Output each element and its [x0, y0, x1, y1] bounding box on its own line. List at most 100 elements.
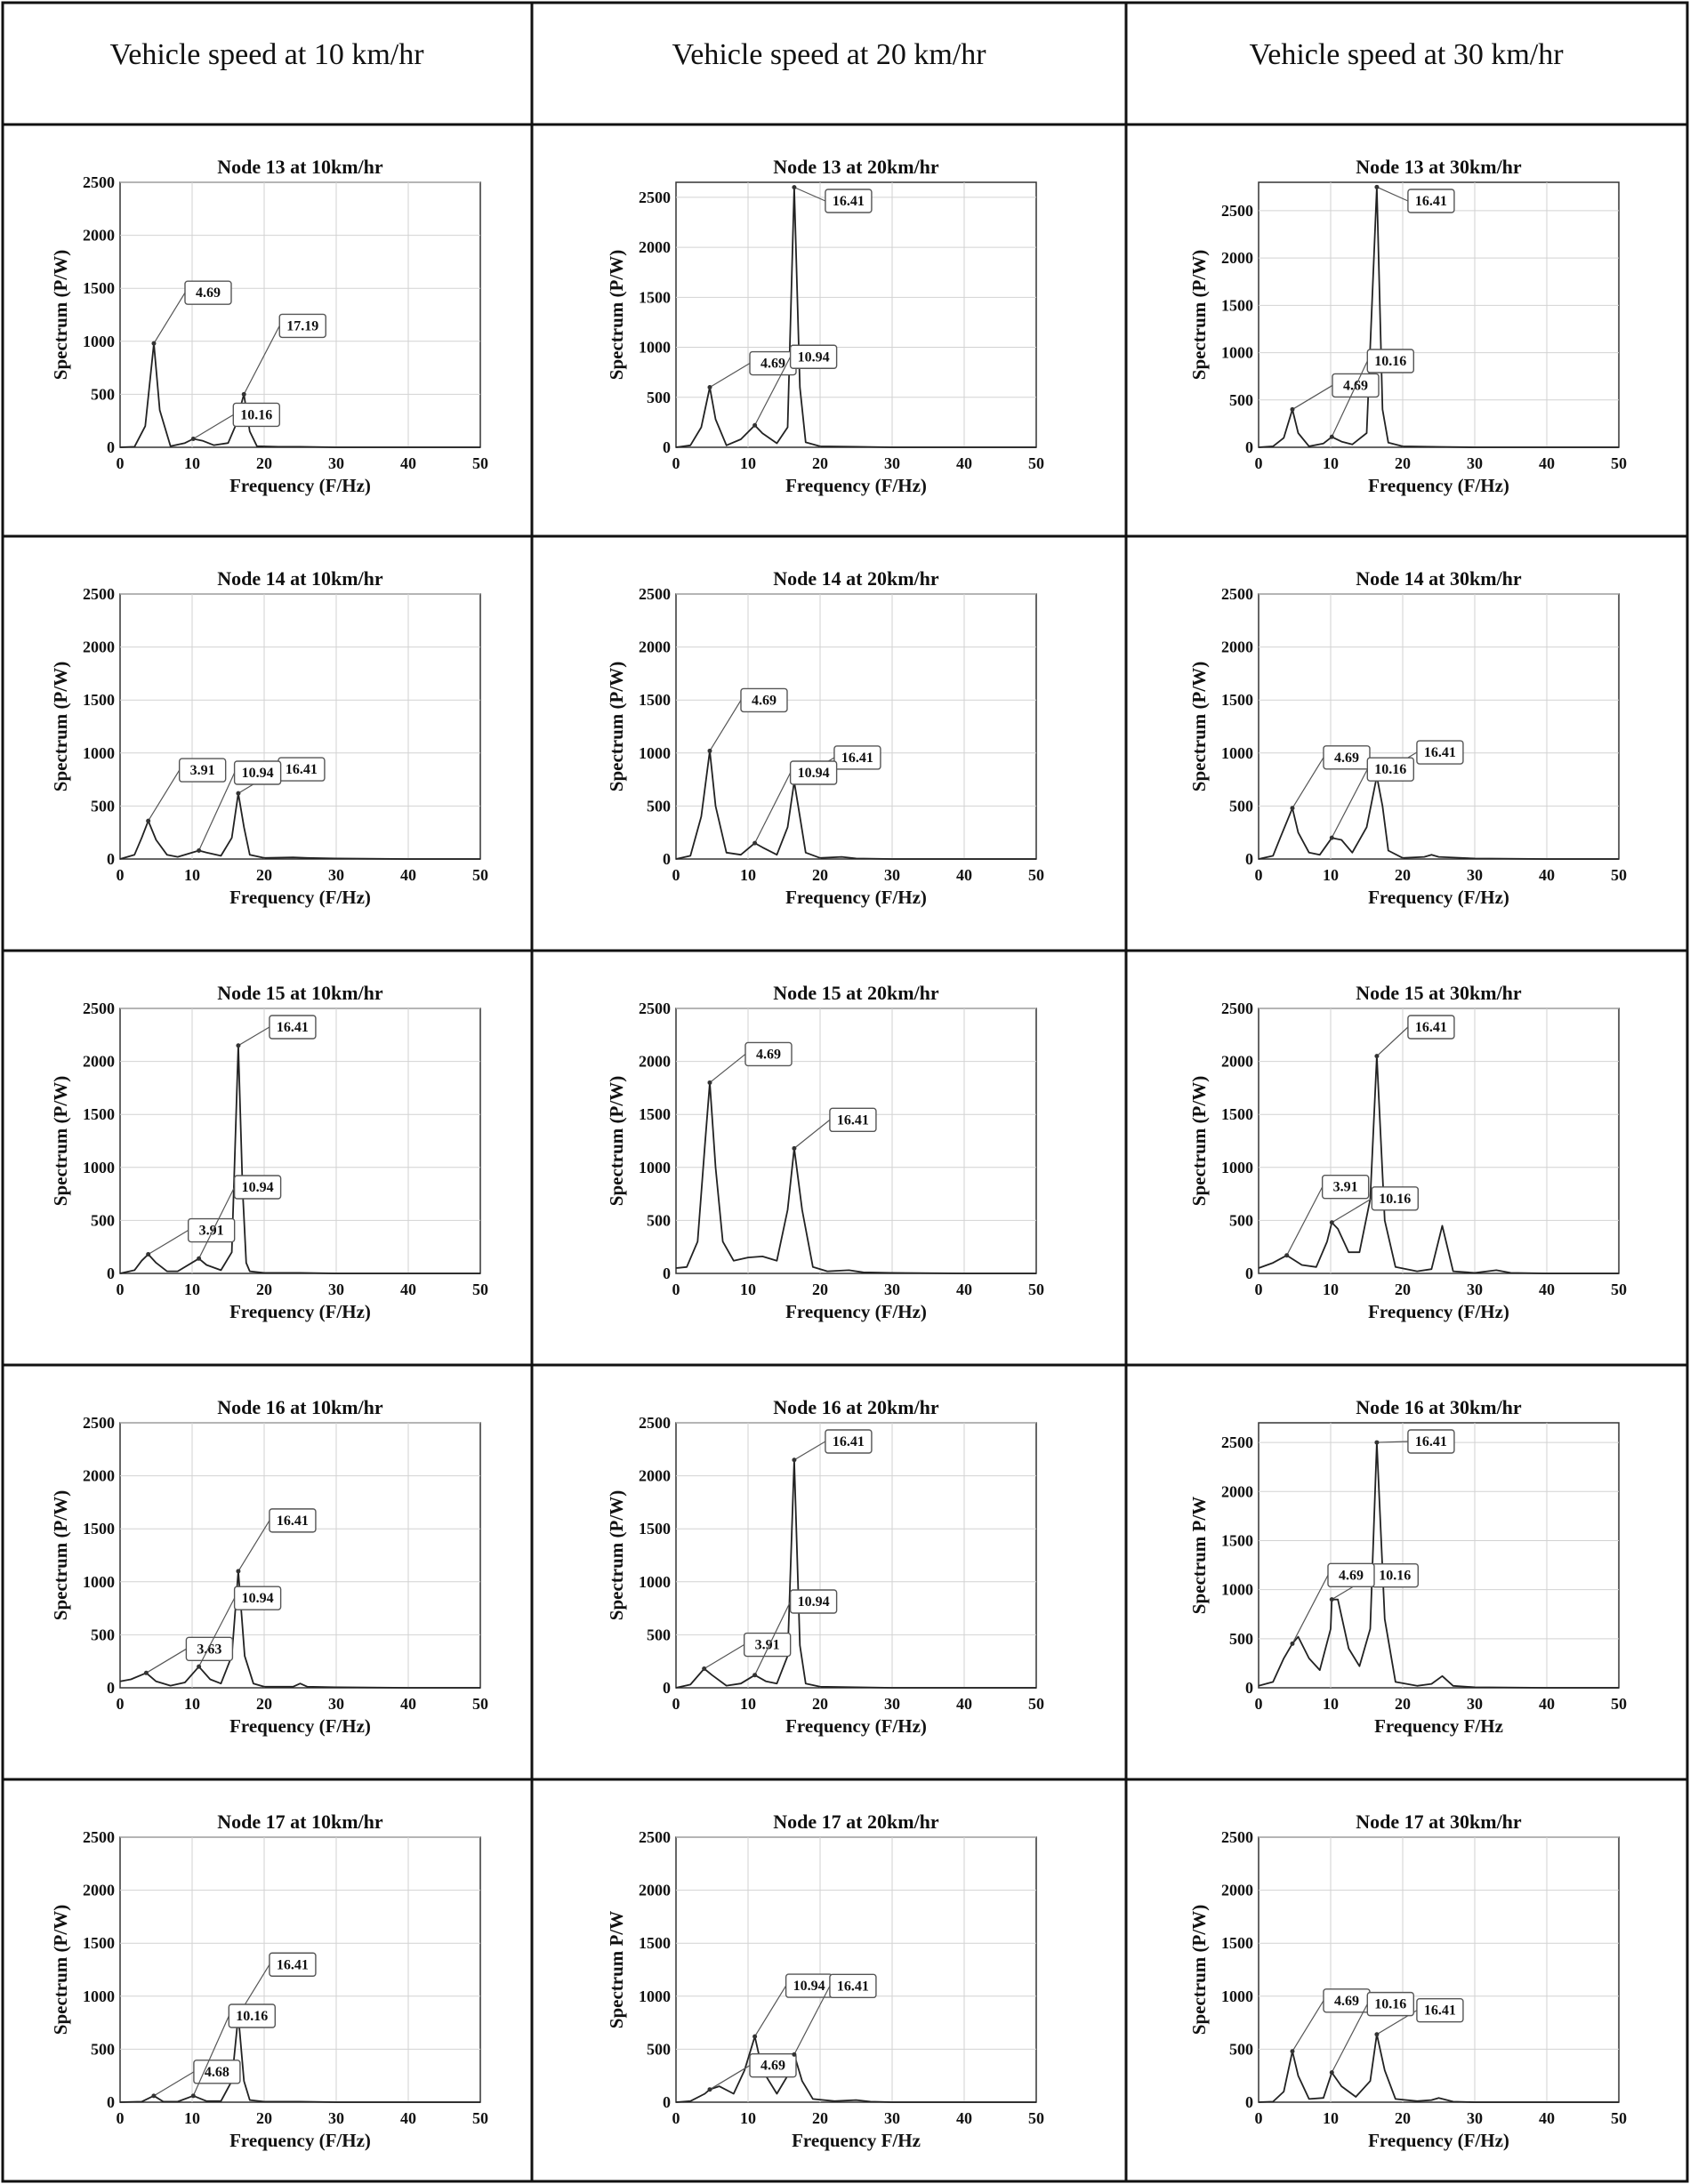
- y-tick-label: 2000: [83, 1053, 115, 1071]
- x-tick-label: 10: [740, 454, 756, 472]
- chart-title: Node 15 at 10km/hr: [217, 982, 383, 1004]
- callout-label: 4.69: [760, 2059, 785, 2074]
- y-tick-label: 2500: [83, 173, 115, 191]
- callout-box: [1371, 1186, 1419, 1211]
- x-tick-label: 20: [812, 2109, 828, 2127]
- y-tick-label: 2500: [83, 1414, 115, 1432]
- x-tick-label: 10: [184, 454, 200, 472]
- y-tick-label: 1000: [639, 339, 671, 357]
- x-tick-label: 50: [1611, 1281, 1627, 1298]
- callout-marker: [151, 2093, 157, 2099]
- callout-marker: [143, 1670, 149, 1675]
- callout-leader: [754, 356, 792, 426]
- y-tick-label: 0: [107, 850, 115, 868]
- callout-label: 16.41: [277, 1957, 309, 1972]
- x-tick-label: 30: [884, 866, 900, 884]
- callout-marker: [241, 391, 246, 397]
- x-tick-label: 40: [400, 1281, 416, 1298]
- callout-box: [193, 2060, 241, 2084]
- callout-leader: [793, 1441, 826, 1461]
- callout-marker: [707, 385, 712, 390]
- callout-box: [1416, 740, 1464, 765]
- callout-box: [744, 1041, 793, 1067]
- y-tick-label: 500: [91, 1626, 115, 1643]
- callout-box: [829, 1973, 877, 1999]
- x-tick-label: 10: [740, 1695, 756, 1713]
- x-tick-label: 40: [1539, 2109, 1555, 2127]
- callout-leader: [1331, 360, 1368, 438]
- callout-box: [269, 1015, 317, 1040]
- callout-box: [1327, 1562, 1375, 1588]
- y-tick-label: 1500: [83, 1105, 115, 1123]
- callout-leader: [1376, 1026, 1409, 1057]
- callout-label: 4.69: [760, 357, 785, 372]
- chart-title: Node 17 at 30km/hr: [1356, 1811, 1522, 1833]
- callout-label: 4.68: [205, 2065, 229, 2080]
- y-tick-label: 500: [1229, 797, 1253, 815]
- y-tick-label: 2500: [1221, 202, 1253, 220]
- callout-label: 16.41: [277, 1020, 309, 1035]
- x-axis-label: Frequency (F/Hz): [1368, 475, 1509, 496]
- x-tick-label: 50: [1028, 1695, 1044, 1713]
- callout-label: 16.41: [833, 194, 865, 209]
- x-tick-label: 0: [1255, 1695, 1263, 1713]
- x-tick-label: 40: [956, 1281, 972, 1298]
- callout-label: 4.69: [1334, 751, 1359, 766]
- y-axis-label: Spectrum (P/W): [606, 1490, 627, 1620]
- y-tick-label: 2000: [639, 1882, 671, 1899]
- y-axis-label: Spectrum (P/W): [1188, 662, 1210, 791]
- y-tick-label: 1000: [1221, 1159, 1253, 1176]
- y-axis-label: Spectrum P/W: [606, 1911, 627, 2028]
- callout-marker: [792, 185, 797, 190]
- chart-title: Node 13 at 30km/hr: [1356, 156, 1522, 178]
- x-tick-label: 30: [884, 1281, 900, 1298]
- callout-leader: [1331, 2003, 1368, 2073]
- callout-marker: [1290, 2049, 1295, 2054]
- x-tick-label: 40: [1539, 866, 1555, 884]
- callout-label: 4.69: [1339, 1568, 1364, 1583]
- y-tick-label: 1000: [83, 1573, 115, 1591]
- callout-box: [184, 280, 232, 305]
- y-tick-label: 2000: [83, 1467, 115, 1485]
- y-tick-label: 1500: [639, 1105, 671, 1123]
- callout-leader: [1292, 1575, 1329, 1644]
- callout-label: 10.94: [798, 349, 830, 365]
- y-tick-label: 1500: [1221, 1934, 1253, 1952]
- plot-area: [1258, 1008, 1620, 1274]
- y-tick-label: 1000: [639, 1159, 671, 1176]
- y-tick-label: 0: [1245, 1679, 1253, 1697]
- x-tick-label: 10: [184, 2109, 200, 2127]
- y-tick-label: 0: [107, 2093, 115, 2111]
- y-tick-label: 2500: [1221, 1000, 1253, 1017]
- x-tick-label: 0: [1255, 454, 1263, 472]
- plot-area: [119, 1008, 481, 1274]
- callout-leader: [192, 2015, 229, 2097]
- x-tick-label: 10: [740, 2109, 756, 2127]
- y-axis-label: Spectrum (P/W): [50, 662, 71, 791]
- callout-label: 3.91: [190, 763, 215, 778]
- series-line: [1258, 775, 1619, 860]
- callout-box: [825, 1429, 873, 1454]
- y-tick-label: 2000: [639, 1467, 671, 1485]
- chart-title: Node 16 at 30km/hr: [1356, 1396, 1522, 1418]
- callout-label: 10.16: [1374, 1997, 1406, 2012]
- callout-label: 4.69: [756, 1047, 781, 1062]
- callout-label: 10.16: [1374, 762, 1406, 777]
- callout-box: [789, 1589, 838, 1614]
- callout-box: [825, 189, 873, 213]
- callout-label: 3.91: [755, 1638, 780, 1653]
- x-tick-label: 20: [1395, 1695, 1411, 1713]
- callout-label: 16.41: [841, 751, 873, 766]
- y-tick-label: 2500: [639, 1414, 671, 1432]
- callout-box: [789, 760, 838, 785]
- y-tick-label: 1500: [83, 1520, 115, 1538]
- x-tick-label: 40: [956, 1695, 972, 1713]
- callout-marker: [792, 1145, 797, 1151]
- x-tick-label: 50: [1028, 454, 1044, 472]
- callout-leader: [1331, 1198, 1372, 1224]
- x-tick-label: 50: [472, 2109, 488, 2127]
- y-tick-label: 2500: [639, 585, 671, 603]
- y-tick-label: 1500: [639, 1520, 671, 1538]
